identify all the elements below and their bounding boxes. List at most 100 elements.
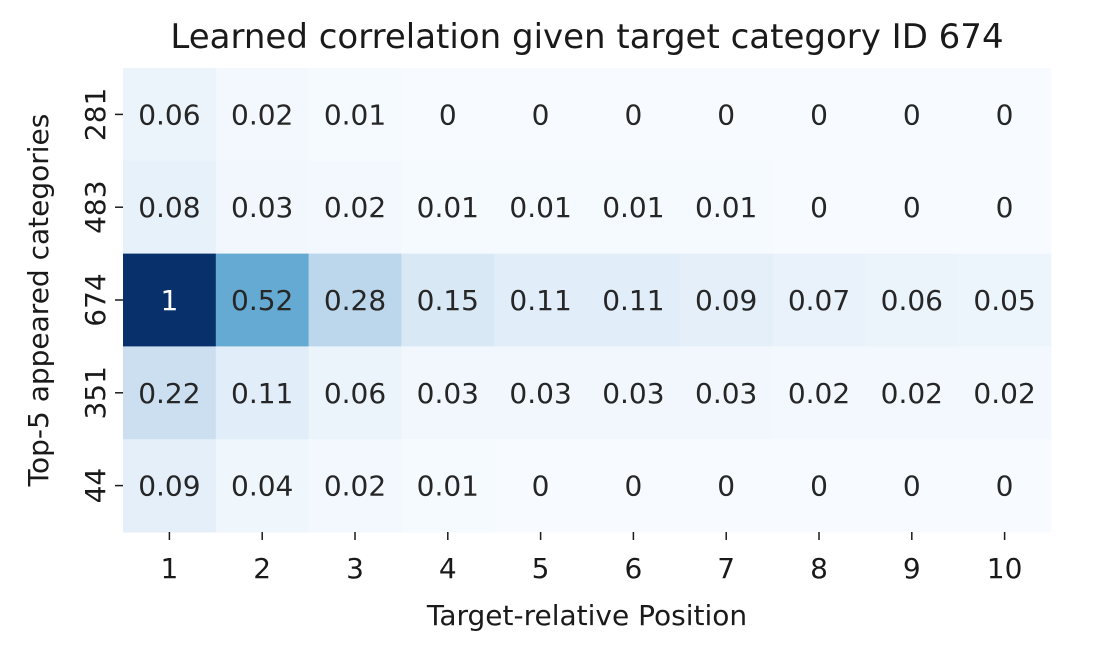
cell-value-label: 0.09	[138, 470, 200, 503]
heatmap-cell	[587, 253, 681, 347]
cell-value-label: 0	[996, 191, 1014, 224]
cell-value-label: 0.01	[509, 191, 571, 224]
y-tick-label: 483	[79, 180, 112, 233]
chart-title: Learned correlation given target categor…	[170, 17, 1003, 57]
cell-value-label: 0.01	[602, 191, 664, 224]
x-tick-label: 2	[253, 552, 271, 585]
heatmap-cell	[865, 160, 959, 255]
x-axis: 1 2 3 4 5 6 7 8 9 10	[160, 532, 1022, 585]
cell-value-label: 0.02	[324, 191, 386, 224]
x-tick-label: 4	[439, 552, 457, 585]
heatmap-cell	[123, 253, 217, 347]
y-tick-label: 44	[79, 468, 112, 504]
heatmap-cell	[865, 68, 959, 162]
x-tick-label: 6	[624, 552, 642, 585]
cell-value-label: 0.03	[231, 191, 293, 224]
heatmap-cell	[679, 253, 774, 347]
x-tick-label: 10	[987, 552, 1023, 585]
heatmap-cell	[679, 346, 774, 440]
cell-value-label: 0	[903, 470, 921, 503]
heatmap-cell	[215, 346, 310, 440]
cell-value-label: 0.01	[417, 470, 479, 503]
cell-value-label: 0.04	[231, 470, 293, 503]
x-tick-label: 3	[346, 552, 364, 585]
x-tick-label: 8	[810, 552, 828, 585]
cell-value-label: 1	[160, 284, 178, 317]
cell-value-label: 0.06	[324, 377, 386, 410]
heatmap-cell	[865, 253, 959, 347]
heatmap-cell	[679, 160, 774, 255]
heatmap-cell	[865, 346, 959, 440]
heatmap-cell	[958, 160, 1052, 255]
cell-value-label: 0	[903, 98, 921, 131]
cell-value-label: 0	[624, 470, 642, 503]
cell-value-label: 0	[532, 98, 550, 131]
heatmap-cell	[772, 68, 866, 162]
cell-value-label: 0.15	[417, 284, 479, 317]
heatmap-cell	[587, 160, 681, 255]
heatmap-cell	[865, 439, 959, 533]
heatmap-cell	[401, 439, 495, 533]
y-tick-label: 674	[79, 273, 112, 326]
heatmap-cell	[401, 68, 495, 162]
cell-value-label: 0	[439, 98, 457, 131]
cell-value-label: 0.06	[881, 284, 943, 317]
cell-value-label: 0	[624, 98, 642, 131]
cell-value-label: 0.11	[231, 377, 293, 410]
cell-value-label: 0	[810, 191, 828, 224]
cell-value-label: 0.03	[695, 377, 757, 410]
y-tick-label: 281	[79, 88, 112, 141]
heatmap-cell	[308, 346, 402, 440]
cell-value-label: 0.08	[138, 191, 200, 224]
cell-value-label: 0.07	[788, 284, 850, 317]
heatmap-cell	[401, 253, 495, 347]
cell-value-label: 0.09	[695, 284, 757, 317]
heatmap-cell	[958, 439, 1052, 533]
cell-value-label: 0.22	[138, 377, 200, 410]
x-tick-label: 5	[532, 552, 550, 585]
cell-value-label: 0.02	[788, 377, 850, 410]
heatmap-cell	[494, 160, 588, 255]
x-axis-label: Target-relative Position	[426, 599, 747, 632]
heatmap-cell	[308, 439, 402, 533]
y-axis: 281 483 674 351 44	[79, 88, 123, 504]
heatmap-cell	[123, 439, 217, 533]
cell-value-label: 0.11	[602, 284, 664, 317]
heatmap-cell	[401, 346, 495, 440]
heatmap-cell	[772, 253, 866, 347]
heatmap-cell	[772, 439, 866, 533]
heatmap-cell	[123, 160, 217, 255]
heatmap-cell	[123, 68, 217, 162]
cell-value-label: 0.03	[509, 377, 571, 410]
y-tick-label: 351	[79, 366, 112, 419]
heatmap-cell	[679, 68, 774, 162]
cell-value-label: 0	[903, 191, 921, 224]
cell-value-label: 0.28	[324, 284, 386, 317]
cell-value-label: 0.03	[417, 377, 479, 410]
heatmap-cell	[958, 253, 1052, 347]
cell-value-label: 0.05	[973, 284, 1035, 317]
heatmap-cell	[308, 68, 402, 162]
heatmap-cell	[587, 439, 681, 533]
heatmap-cell	[587, 346, 681, 440]
cell-value-label: 0.02	[881, 377, 943, 410]
cell-value-label: 0.02	[231, 98, 293, 131]
heatmap-cell	[494, 68, 588, 162]
cell-value-label: 0	[810, 470, 828, 503]
x-tick-label: 1	[160, 552, 178, 585]
heatmap-cell	[123, 346, 217, 440]
heatmap-cell	[772, 346, 866, 440]
cell-value-label: 0	[996, 470, 1014, 503]
cell-value-label: 0	[717, 98, 735, 131]
heatmap-cell	[215, 439, 310, 533]
heatmap-cell	[308, 160, 402, 255]
cell-value-label: 0.06	[138, 98, 200, 131]
cell-value-label: 0.01	[417, 191, 479, 224]
cell-value-label: 0.11	[509, 284, 571, 317]
cell-value-label: 0.03	[602, 377, 664, 410]
heatmap-cell	[679, 439, 774, 533]
cell-value-label: 0	[717, 470, 735, 503]
x-tick-label: 7	[717, 552, 735, 585]
heatmap-cell	[215, 160, 310, 255]
